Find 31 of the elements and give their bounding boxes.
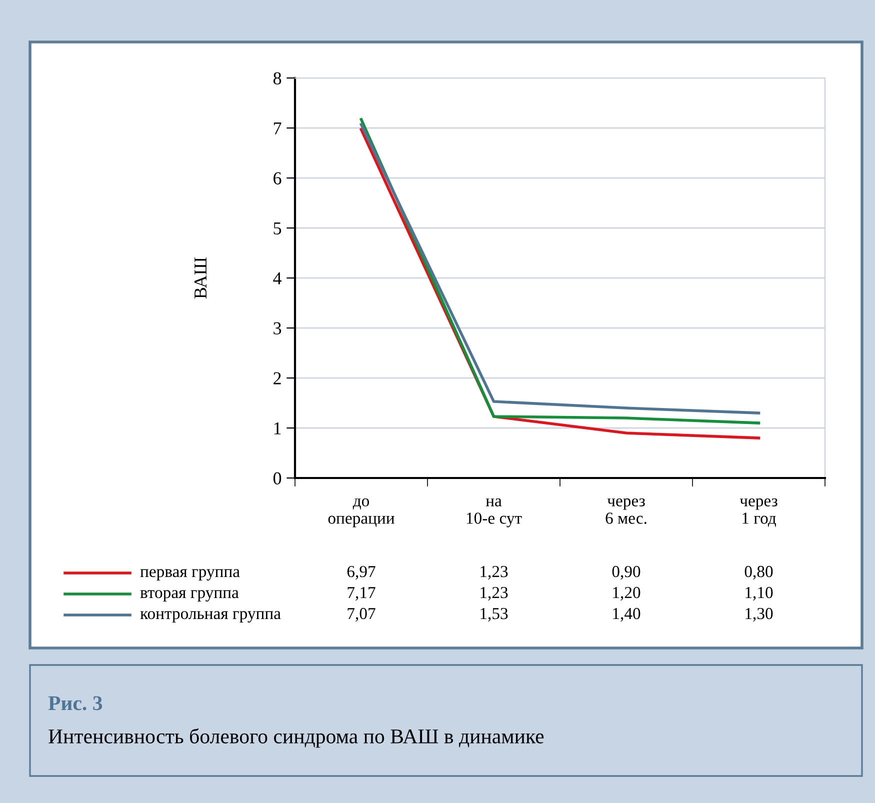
x-tick-label: на 10-е сут [466,498,522,528]
data-label: 7,17 [348,587,376,601]
legend-label: контрольная группа [140,611,281,623]
legend-label: вторая группа [140,590,239,602]
y-tick-label: 7 [274,122,282,134]
data-label: 0,90 [612,566,640,580]
data-label: 1,20 [613,586,640,601]
data-label: 1,10 [746,586,773,601]
data-label: 1,30 [746,608,773,622]
data-label: 1,23 [480,586,508,601]
y-tick-label: 8 [273,72,282,84]
y-axis-title: ВАШ [194,257,206,299]
y-tick-label: 0 [273,472,282,484]
legend-label: первая группа [140,569,240,581]
data-label: 6,97 [347,566,376,580]
y-tick-label: 6 [274,172,282,184]
x-tick-label: через 1 год [740,498,778,527]
data-label: 1,23 [480,566,508,580]
y-tick-label: 1 [274,422,281,434]
x-tick-label: через 6 мес. [606,498,646,524]
data-label: 7,07 [348,608,376,622]
data-label: 1,53 [480,608,508,622]
text: Рис. 3 [48,696,102,710]
data-label: 0,80 [744,566,773,580]
text: Интенсивность болевого синдрома по ВАШ в динамике [48,728,544,748]
y-tick-label: 4 [273,272,282,284]
y-tick-label: 3 [274,322,282,334]
y-tick-label: 5 [274,222,282,234]
data-label: 1,40 [613,608,640,622]
y-tick-label: 2 [274,372,281,384]
x-tick-label: до операции [328,498,394,528]
